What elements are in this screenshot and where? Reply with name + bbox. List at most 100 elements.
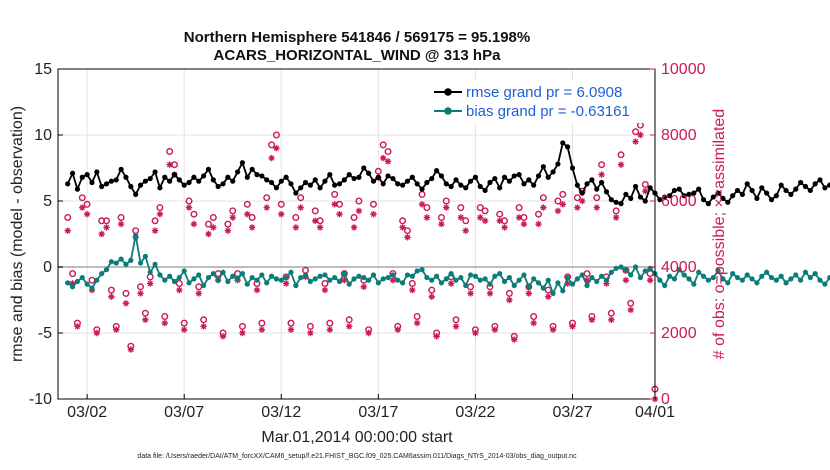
rmse-point — [74, 186, 81, 192]
rmse-point — [632, 183, 639, 190]
y-axis-label-right: # of obs: o=possible; ×=assimilated — [711, 109, 728, 359]
obs-possible-point — [345, 316, 353, 324]
rmse-point — [137, 182, 144, 188]
obs-assimilated-point — [200, 323, 207, 330]
plot-frame — [57, 68, 656, 400]
obs-assimilated-point — [404, 234, 411, 241]
obs-possible-point — [379, 141, 387, 149]
obs-assimilated-point — [472, 329, 479, 337]
bias-point — [497, 271, 503, 277]
obs-possible-point — [374, 167, 382, 175]
rmse-point — [666, 193, 673, 199]
obs-assimilated-point — [312, 217, 319, 224]
rmse-point — [433, 168, 440, 174]
obs-possible-point — [617, 151, 625, 159]
obs-assimilated-point — [501, 224, 508, 231]
obs-assimilated-point — [185, 204, 193, 211]
bias-point — [133, 232, 139, 238]
obs-possible-point — [69, 270, 77, 278]
bias-point — [239, 271, 246, 277]
rmse-point — [531, 182, 537, 188]
obs-assimilated-point — [409, 286, 416, 294]
obs-possible-point — [476, 204, 484, 212]
rmse-point — [555, 161, 561, 167]
legend-rmse-label: rmse grand pr = 6.0908 — [466, 84, 622, 101]
obs-possible-point — [403, 227, 411, 235]
rmse-point — [647, 185, 653, 191]
obs-assimilated-point — [273, 145, 280, 152]
rmse-point — [220, 181, 226, 187]
obs-assimilated-point — [535, 220, 542, 228]
y-tick-label-left: 5 — [43, 193, 52, 210]
rmse-point — [278, 178, 284, 184]
rmse-point — [657, 197, 663, 203]
obs-assimilated-point — [554, 207, 562, 215]
rmse-point — [225, 174, 231, 180]
bias-point — [642, 268, 648, 274]
obs-assimilated-point — [583, 277, 591, 284]
obs-possible-point — [535, 210, 543, 218]
bias-point — [74, 278, 81, 285]
rmse-point — [526, 177, 532, 183]
obs-assimilated-point — [244, 211, 251, 218]
obs-assimilated-point — [341, 277, 348, 284]
obs-assimilated-point — [457, 214, 465, 221]
bias-point — [370, 272, 377, 278]
bias-point — [302, 272, 309, 278]
rmse-point — [812, 181, 818, 187]
obs-possible-point — [103, 217, 111, 225]
rmse-point — [628, 195, 634, 201]
obs-possible-point — [481, 207, 489, 215]
rmse-point — [565, 144, 571, 150]
rmse-point — [744, 181, 750, 187]
rmse-point — [492, 175, 498, 182]
rmse-point — [438, 173, 445, 179]
bias-point — [69, 284, 76, 290]
rmse-point — [827, 182, 830, 188]
rmse-point — [395, 181, 401, 187]
rmse-point — [94, 169, 100, 175]
obs-assimilated-point — [617, 161, 625, 168]
bias-point — [312, 276, 318, 282]
rmse-point — [302, 179, 309, 186]
x-tick-label: 03/12 — [261, 404, 301, 421]
bias-point — [773, 277, 779, 283]
bias-point — [472, 273, 479, 279]
rmse-point — [103, 181, 110, 187]
bias-point — [671, 276, 678, 282]
rmse-point — [569, 165, 576, 171]
obs-possible-point — [297, 194, 305, 202]
rmse-point — [443, 181, 449, 187]
obs-possible-point — [117, 213, 125, 221]
rmse-point — [429, 175, 435, 182]
obs-assimilated-point — [205, 230, 212, 238]
rmse-point — [535, 173, 542, 179]
bias-point — [458, 274, 464, 281]
obs-assimilated-point — [350, 224, 358, 231]
rmse-point — [210, 177, 216, 183]
rmse-point — [142, 178, 148, 184]
y-tick-label-right: 0 — [661, 391, 670, 408]
obs-possible-point — [263, 194, 271, 202]
rmse-point — [123, 174, 129, 180]
obs-possible-point — [399, 217, 407, 225]
y-ticks-left: 15 10 5 0 -5 -10 — [29, 61, 63, 408]
obs-possible-point — [598, 161, 606, 169]
obs-possible-point — [224, 220, 232, 228]
obs-assimilated-point — [166, 161, 173, 168]
obs-assimilated-point — [219, 333, 227, 340]
bias-point — [632, 264, 639, 270]
obs-possible-point — [137, 283, 145, 291]
x-tick-label: 03/07 — [164, 404, 204, 421]
rmse-point — [196, 178, 202, 184]
rmse-point — [768, 197, 775, 203]
rmse-point — [788, 191, 794, 197]
obs-assimilated-point — [117, 220, 125, 228]
rmse-point — [404, 178, 411, 184]
rmse-point — [798, 179, 804, 186]
obs-assimilated-point — [292, 224, 300, 231]
rmse-point — [215, 183, 221, 190]
rmse-point — [720, 195, 726, 201]
obs-assimilated-point — [525, 290, 533, 297]
y-tick-label-left: -10 — [29, 391, 52, 408]
